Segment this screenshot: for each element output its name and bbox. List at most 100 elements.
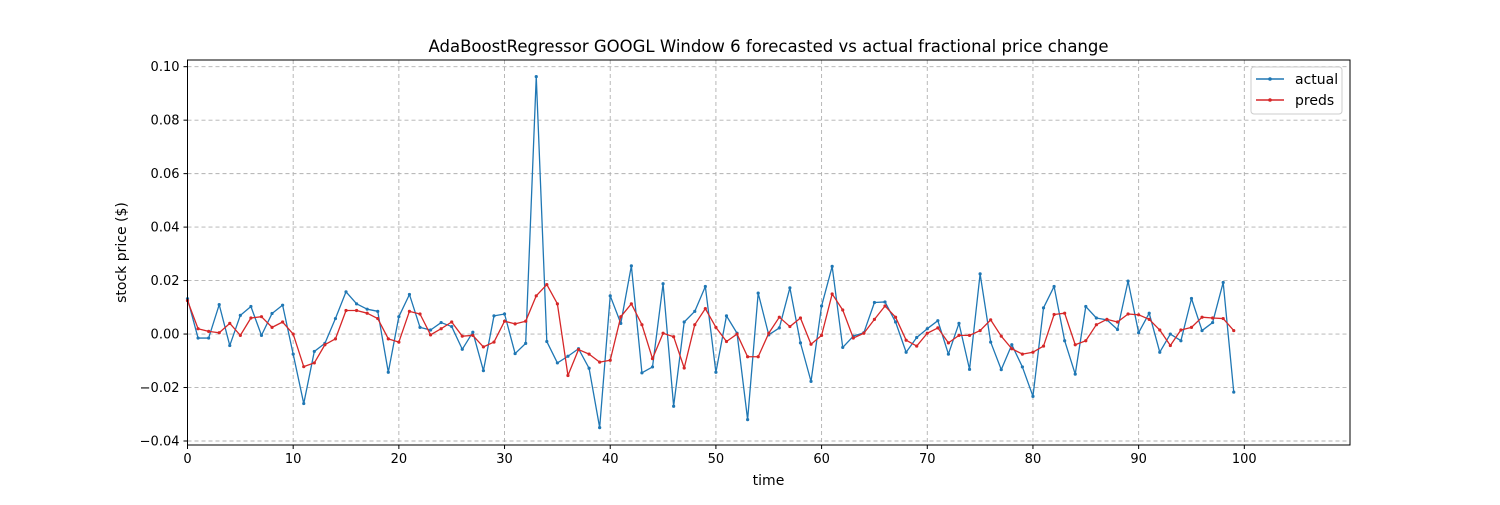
y-tick-label: 0.04 bbox=[151, 221, 180, 236]
data-point-preds bbox=[672, 335, 676, 339]
x-axis: 0 10 20 30 40 50 60 70 80 90 100 bbox=[183, 445, 1257, 467]
data-point-actual bbox=[872, 300, 877, 305]
data-point-preds bbox=[841, 308, 845, 312]
data-point-actual bbox=[830, 264, 834, 269]
data-point-preds bbox=[598, 360, 602, 364]
data-point-preds bbox=[207, 329, 211, 333]
data-point-preds bbox=[481, 345, 486, 349]
series-line-actual bbox=[186, 75, 1235, 429]
chart-title: AdaBoostRegressor GOOGL Window 6 forecas… bbox=[428, 37, 1108, 56]
data-point-actual bbox=[756, 291, 760, 295]
data-point-actual bbox=[1189, 296, 1194, 301]
data-point-preds bbox=[376, 316, 380, 321]
data-point-preds bbox=[249, 316, 253, 320]
data-point-actual bbox=[566, 354, 570, 358]
data-point-preds bbox=[344, 308, 348, 313]
data-point-preds bbox=[471, 333, 475, 337]
data-point-preds bbox=[1052, 312, 1056, 317]
data-point-preds bbox=[650, 357, 655, 361]
data-point-actual bbox=[1084, 304, 1088, 309]
data-point-actual bbox=[672, 404, 676, 408]
data-point-actual bbox=[819, 304, 824, 308]
data-point-actual bbox=[386, 370, 390, 374]
data-point-preds bbox=[693, 323, 697, 327]
data-point-preds bbox=[1168, 343, 1172, 348]
data-point-preds bbox=[1105, 317, 1109, 321]
plot-frame bbox=[187, 59, 1351, 446]
data-point-actual bbox=[228, 343, 232, 348]
data-point-preds bbox=[724, 339, 729, 344]
data-point-actual bbox=[428, 328, 433, 332]
data-point-preds bbox=[883, 304, 887, 308]
data-point-preds bbox=[967, 333, 972, 337]
data-point-actual bbox=[682, 320, 686, 324]
data-point-actual bbox=[1232, 390, 1236, 394]
data-point-actual bbox=[513, 351, 517, 356]
data-point-actual bbox=[545, 339, 549, 344]
series-actual bbox=[185, 74, 1236, 430]
data-point-preds bbox=[1031, 350, 1035, 354]
data-point-actual bbox=[281, 303, 285, 307]
data-point-actual bbox=[217, 303, 221, 307]
data-point-actual bbox=[904, 350, 908, 354]
data-point-preds bbox=[936, 326, 940, 330]
data-point-actual bbox=[661, 282, 665, 286]
data-point-preds bbox=[629, 302, 633, 306]
data-point-actual bbox=[978, 272, 982, 276]
series-line-preds bbox=[186, 283, 1235, 377]
data-point-actual bbox=[1221, 280, 1225, 285]
data-point-actual bbox=[841, 345, 845, 350]
data-point-preds bbox=[1020, 352, 1024, 356]
x-tick-label: 20 bbox=[391, 452, 408, 467]
data-point-preds bbox=[1137, 313, 1141, 317]
grid-lines bbox=[187, 60, 1350, 445]
data-point-preds bbox=[333, 337, 338, 341]
data-point-preds bbox=[439, 327, 443, 331]
data-point-actual bbox=[1158, 350, 1162, 354]
data-point-actual bbox=[365, 307, 369, 311]
data-point-preds bbox=[1189, 325, 1194, 329]
data-point-preds bbox=[703, 307, 707, 311]
data-point-actual bbox=[893, 320, 898, 324]
data-point-actual bbox=[1031, 394, 1035, 398]
data-point-actual bbox=[1168, 332, 1172, 336]
data-point-actual bbox=[1010, 343, 1014, 347]
data-point-actual bbox=[883, 300, 887, 304]
data-point-preds bbox=[555, 302, 559, 306]
data-point-actual bbox=[1115, 327, 1120, 332]
data-point-preds bbox=[460, 334, 464, 338]
data-point-preds bbox=[619, 315, 623, 319]
data-point-preds bbox=[397, 340, 401, 344]
y-tick-label: 0.00 bbox=[151, 328, 180, 343]
data-point-preds bbox=[819, 333, 824, 337]
data-point-actual bbox=[640, 371, 644, 375]
data-point-preds bbox=[386, 337, 390, 341]
series-layer bbox=[185, 74, 1236, 430]
series-preds bbox=[185, 282, 1236, 378]
data-point-actual bbox=[989, 340, 993, 344]
data-point-actual bbox=[809, 379, 813, 383]
data-point-actual bbox=[1137, 331, 1141, 335]
data-point-actual bbox=[915, 335, 919, 340]
data-point-preds bbox=[1232, 328, 1236, 333]
data-point-actual bbox=[629, 264, 633, 268]
data-point-actual bbox=[450, 324, 454, 329]
data-point-preds bbox=[1126, 312, 1130, 316]
data-point-preds bbox=[978, 328, 982, 333]
data-point-preds bbox=[735, 332, 739, 336]
data-point-preds bbox=[1063, 311, 1067, 315]
data-point-actual bbox=[1073, 372, 1077, 376]
y-tick-label: 0.08 bbox=[151, 114, 180, 129]
data-point-preds bbox=[682, 366, 686, 370]
data-point-actual bbox=[925, 327, 929, 331]
data-point-actual bbox=[777, 326, 781, 330]
data-point-preds bbox=[851, 336, 855, 340]
data-point-preds bbox=[365, 311, 369, 315]
data-point-actual bbox=[492, 314, 496, 318]
data-point-preds bbox=[714, 325, 718, 329]
data-point-actual bbox=[270, 311, 274, 316]
data-point-preds bbox=[259, 315, 264, 319]
data-point-preds bbox=[217, 331, 221, 335]
